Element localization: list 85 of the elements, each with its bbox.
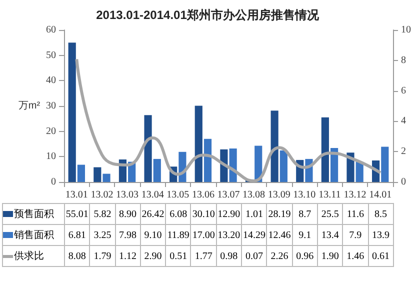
y-tick-label: 60 <box>46 24 56 36</box>
data-label: 2.90 <box>140 246 166 266</box>
bar <box>204 138 212 182</box>
data-label: 11.89 <box>166 224 191 246</box>
data-label: 0.61 <box>368 246 394 266</box>
bar <box>330 148 338 182</box>
data-label: 1.90 <box>317 246 343 266</box>
data-label: 1.01 <box>242 204 267 224</box>
data-label: 2.26 <box>266 246 292 266</box>
data-label: 13.4 <box>317 224 343 246</box>
bar <box>144 115 152 182</box>
y-tick-label: 50 <box>46 50 56 61</box>
data-label: 26.42 <box>140 204 166 224</box>
data-label: 3.25 <box>90 224 116 246</box>
data-label: 8.90 <box>115 204 140 224</box>
x-tick-label: 13.06 <box>192 190 214 200</box>
data-label: 11.6 <box>342 204 368 224</box>
legend-label: 预售面积 <box>2 204 64 224</box>
data-label: 1.12 <box>115 246 140 266</box>
y-tick-label: 0 <box>51 176 56 188</box>
y2-tick-label: 2 <box>401 146 406 158</box>
bar <box>321 117 329 182</box>
x-tick-label: 13.05 <box>166 190 190 200</box>
y-tick-label: 40 <box>46 75 56 86</box>
data-label: 8.7 <box>292 204 318 224</box>
y-tick-label: 20 <box>46 126 56 137</box>
data-label: 0.07 <box>242 246 267 266</box>
data-label: 13.20 <box>216 224 242 246</box>
x-tick-label: 13.02 <box>90 190 114 200</box>
data-label: 17.00 <box>190 224 216 246</box>
y2-tick-label: 8 <box>401 54 406 66</box>
data-label: 8.5 <box>368 204 394 224</box>
y2-tick-label: 4 <box>401 116 406 127</box>
bar <box>77 164 86 182</box>
x-tick-label: 13.03 <box>116 190 139 200</box>
data-label: 14.29 <box>242 224 267 246</box>
x-tick-label: 14.01 <box>369 190 392 200</box>
x-tick-label: 13.07 <box>217 190 240 200</box>
bar <box>194 106 202 182</box>
data-label: 0.98 <box>216 246 242 266</box>
chart-title: 2013.01-2014.01郑州市办公用房推售情况 <box>96 8 320 22</box>
x-tick-label: 13.04 <box>141 190 164 200</box>
y-tick-label: 10 <box>46 151 56 162</box>
y-axis-title: 万m² <box>18 100 41 112</box>
bar <box>68 42 76 182</box>
bar <box>381 146 389 182</box>
line-series <box>75 58 382 182</box>
x-tick-label: 13.11 <box>318 190 341 200</box>
data-label: 1.79 <box>90 246 116 266</box>
x-tick-label: 13.09 <box>268 190 290 200</box>
data-label: 9.10 <box>140 224 166 246</box>
data-label: 5.82 <box>90 204 116 224</box>
data-label: 0.51 <box>166 246 191 266</box>
bar <box>94 167 102 182</box>
x-tick-label: 13.08 <box>242 190 266 200</box>
data-label: 28.19 <box>266 204 292 224</box>
x-tick-label: 13.10 <box>293 190 316 200</box>
bar <box>270 110 278 182</box>
data-label: 1.46 <box>342 246 368 266</box>
data-label: 9.1 <box>292 224 318 246</box>
x-tick-label: 13.01 <box>65 190 88 200</box>
data-label: 12.90 <box>216 204 242 224</box>
legend-label: 销售面积 <box>2 224 64 246</box>
data-label: 8.08 <box>64 246 90 266</box>
y-tick-label: 30 <box>46 100 56 112</box>
data-label: 12.46 <box>266 224 292 246</box>
bar <box>102 174 110 182</box>
y2-tick-label: 10 <box>401 24 411 36</box>
data-label: 25.5 <box>317 204 343 224</box>
data-label: 7.9 <box>342 224 368 246</box>
bar <box>280 150 288 182</box>
bar <box>153 158 161 182</box>
y2-tick-label: 6 <box>401 85 406 96</box>
data-label: 13.9 <box>368 224 394 246</box>
data-label: 6.81 <box>64 224 90 246</box>
y2-tick-label: 0 <box>401 176 406 188</box>
x-tick-label: 13.12 <box>344 190 366 200</box>
data-label: 0.96 <box>292 246 318 266</box>
legend-label: 供求比 <box>2 246 64 266</box>
data-label: 6.08 <box>166 204 191 224</box>
data-label: 30.10 <box>190 204 216 224</box>
data-label: 55.01 <box>64 204 90 224</box>
data-label: 1.77 <box>190 246 216 266</box>
data-label: 7.98 <box>115 224 140 246</box>
bar <box>356 162 364 182</box>
